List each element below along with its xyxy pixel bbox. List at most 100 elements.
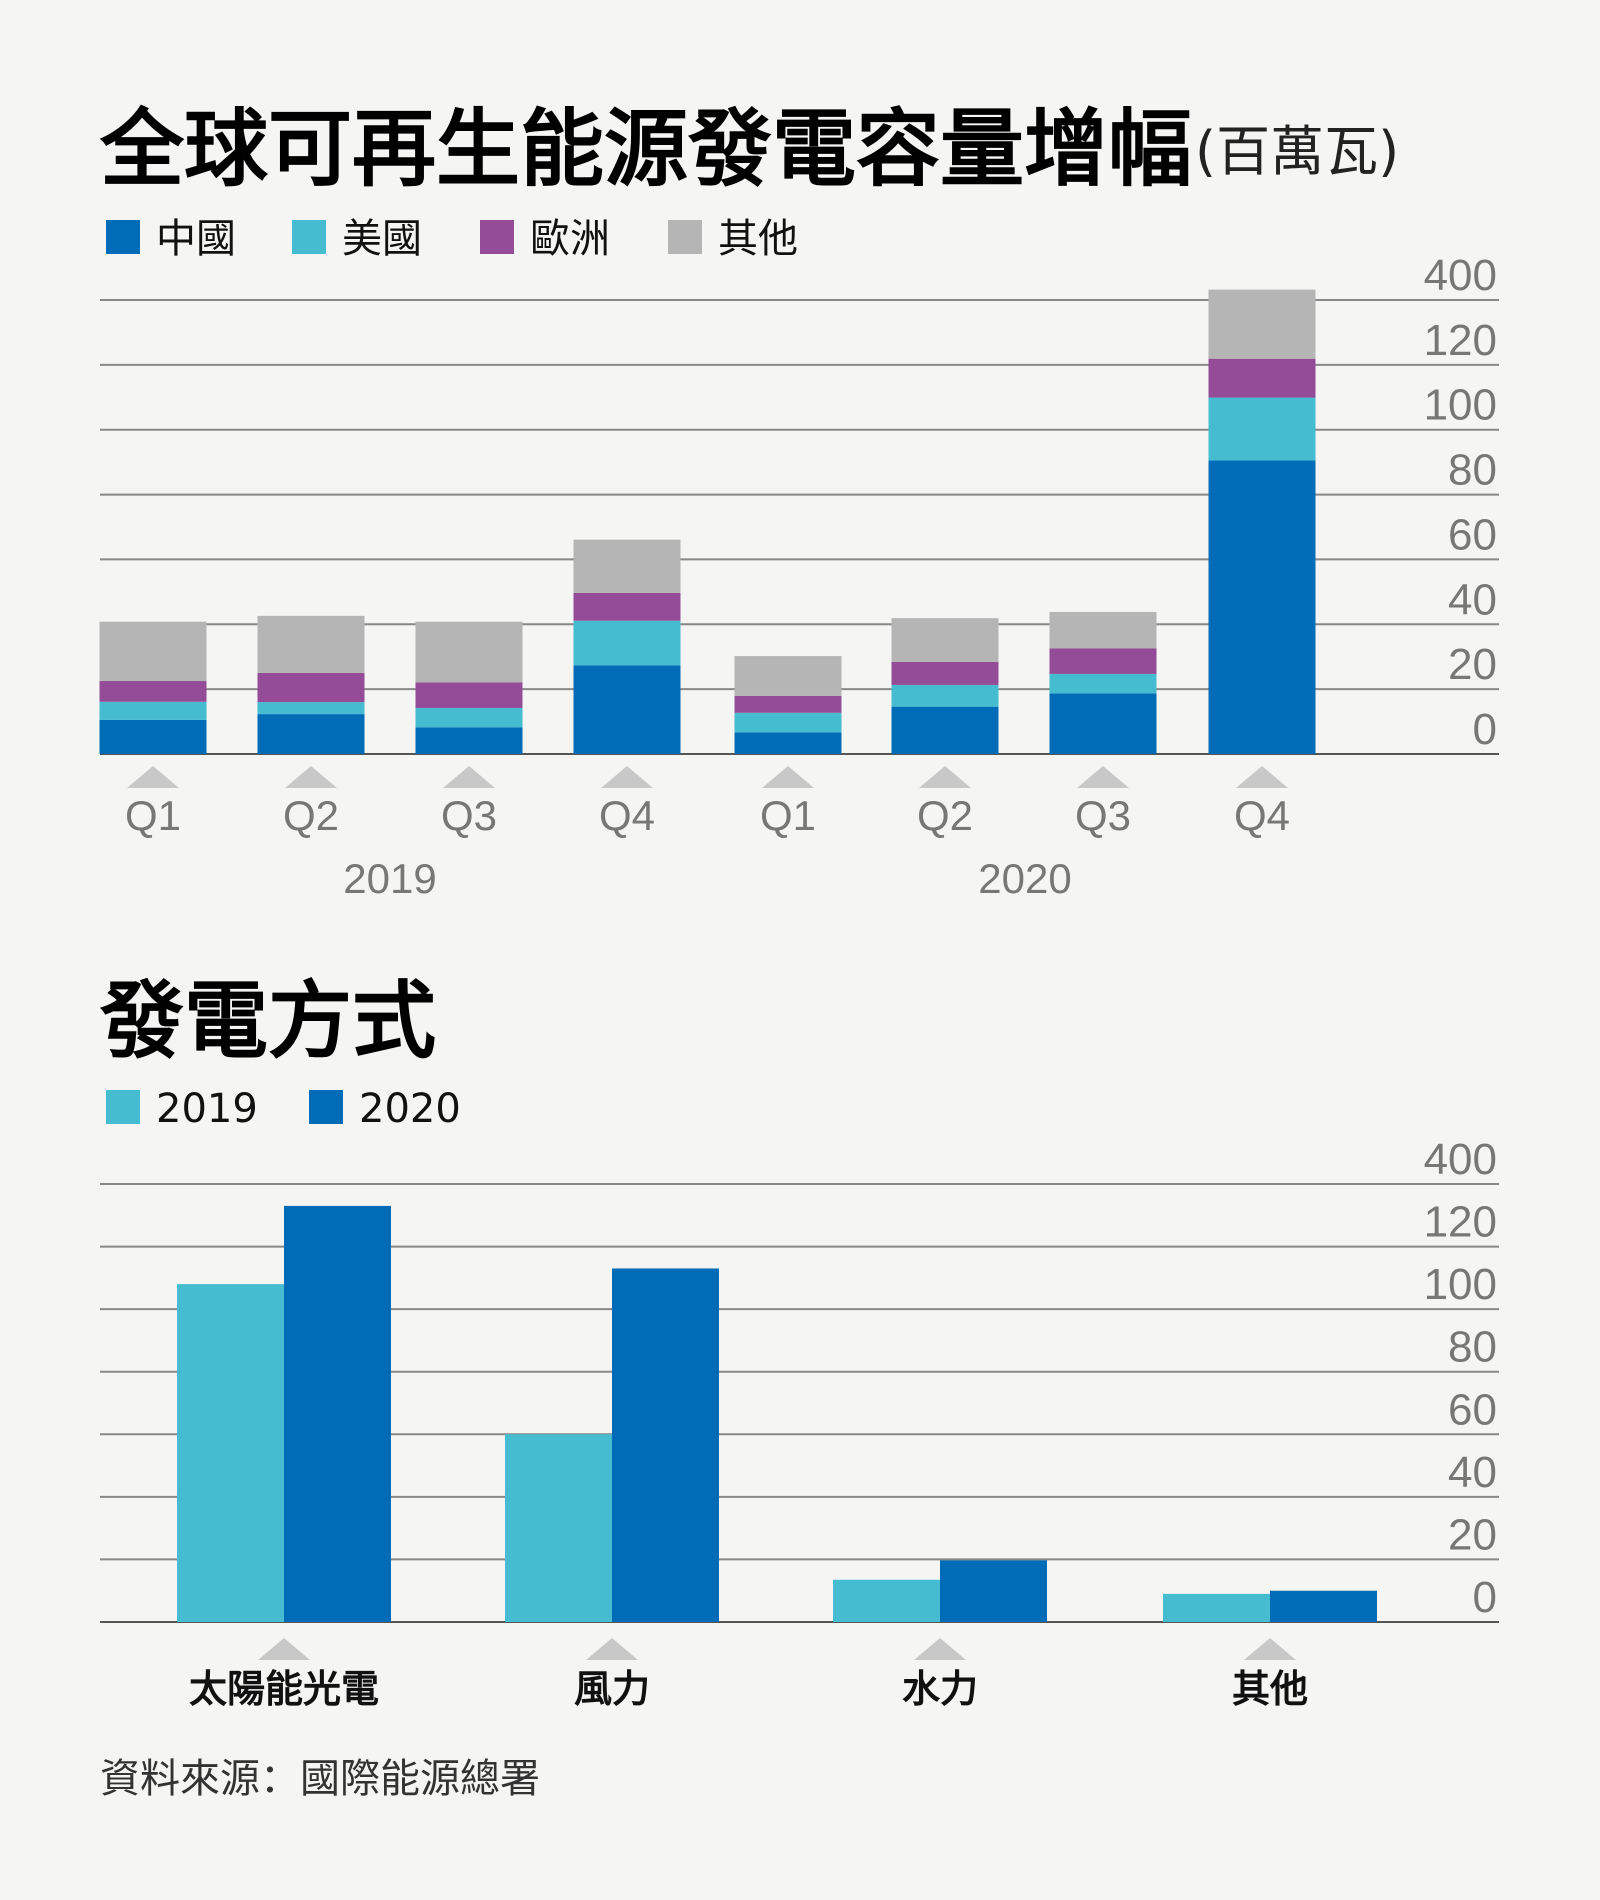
bar	[177, 1284, 284, 1622]
bar-segment	[1208, 460, 1316, 754]
bar-segment	[99, 701, 207, 720]
legend-label: 美國	[342, 216, 422, 262]
bar-segment	[891, 684, 999, 707]
bar-segment	[1049, 611, 1157, 649]
x-tick-label: Q4	[599, 792, 655, 839]
category-marker-icon	[919, 766, 971, 788]
x-tick-label: Q3	[1075, 792, 1131, 839]
category-marker-icon	[127, 766, 179, 788]
bar-segment	[257, 702, 365, 715]
bar-segment	[99, 719, 207, 754]
category-marker-icon	[586, 1638, 638, 1660]
x-tick-label: 風力	[574, 1667, 650, 1711]
legend-swatch	[309, 1090, 343, 1124]
bar-segment	[734, 695, 842, 713]
y-tick-label: 80	[1448, 1323, 1497, 1372]
legend-swatch	[668, 220, 702, 254]
bar-segment	[415, 682, 523, 708]
bar-segment	[415, 707, 523, 728]
bar	[833, 1579, 940, 1622]
bar	[1163, 1593, 1270, 1622]
legend-label: 2019	[156, 1086, 258, 1132]
category-marker-icon	[285, 766, 337, 788]
legend-label: 中國	[156, 216, 236, 262]
y-tick-label: 0	[1473, 705, 1497, 754]
chart2-title: 發電方式	[99, 972, 436, 1070]
bar-segment	[99, 621, 207, 682]
bar	[940, 1560, 1047, 1622]
bar-segment	[415, 621, 523, 683]
y-tick-label: 40	[1448, 575, 1497, 624]
y-tick-label: 60	[1448, 1385, 1497, 1434]
category-marker-icon	[1236, 766, 1288, 788]
legend-swatch	[480, 220, 514, 254]
category-marker-icon	[601, 766, 653, 788]
y-tick-label: 20	[1448, 1510, 1497, 1559]
y-tick-label: 400	[1424, 251, 1497, 300]
x-tick-label: Q3	[441, 792, 497, 839]
year-group-label: 2020	[978, 855, 1071, 902]
bar-segment	[1049, 648, 1157, 674]
x-tick-label: 其他	[1232, 1667, 1308, 1711]
year-group-label: 2019	[343, 855, 436, 902]
y-tick-label: 0	[1473, 1573, 1497, 1622]
bar-segment	[734, 732, 842, 754]
legend-label: 其他	[718, 216, 798, 262]
y-tick-label: 120	[1424, 1198, 1497, 1247]
y-tick-label: 400	[1424, 1135, 1497, 1184]
bar-segment	[891, 661, 999, 685]
source-note: 資料來源：國際能源總署	[100, 1756, 540, 1802]
bar-segment	[734, 656, 842, 696]
bar-segment	[1208, 358, 1316, 398]
x-tick-label: Q1	[760, 792, 816, 839]
bar-segment	[1208, 289, 1316, 359]
x-tick-label: Q2	[917, 792, 973, 839]
chart1-plot: 0 20 40 60 80 100 120 400 Q1 Q2 Q3 Q4 Q1 Q2 Q3 Q4 2019 20…	[99, 251, 1499, 902]
category-marker-icon	[1077, 766, 1129, 788]
category-marker-icon	[762, 766, 814, 788]
bar-segment	[1208, 397, 1316, 461]
x-tick-label: 水力	[902, 1667, 978, 1711]
bar-segment	[257, 672, 365, 703]
x-tick-label: Q4	[1234, 792, 1290, 839]
x-tick-label: 太陽能光電	[189, 1667, 379, 1711]
bar-segment	[257, 714, 365, 754]
category-marker-icon	[258, 1638, 310, 1660]
x-tick-label: Q2	[283, 792, 339, 839]
legend-label: 歐洲	[530, 216, 610, 262]
category-marker-icon	[1244, 1638, 1296, 1660]
bar-segment	[257, 615, 365, 673]
chart1-title: 全球可再生能源發電容量增幅	[99, 100, 1192, 198]
legend-swatch	[106, 220, 140, 254]
y-tick-label: 60	[1448, 510, 1497, 559]
chart1-unit: (百萬瓦)	[1195, 120, 1399, 183]
x-tick-label: Q1	[125, 792, 181, 839]
bar-segment	[1049, 673, 1157, 694]
bar-segment	[734, 712, 842, 733]
bar	[505, 1434, 612, 1622]
y-tick-label: 40	[1448, 1448, 1497, 1497]
y-tick-label: 100	[1424, 381, 1497, 430]
bar	[284, 1205, 391, 1622]
bar	[1270, 1590, 1377, 1622]
chart2-legend: 2019 2020	[106, 1086, 461, 1132]
category-marker-icon	[443, 766, 495, 788]
bar	[612, 1268, 719, 1622]
bar-segment	[415, 727, 523, 754]
bar-segment	[573, 539, 681, 593]
y-tick-label: 120	[1424, 316, 1497, 365]
bar-segment	[1049, 693, 1157, 754]
bar-segment	[891, 618, 999, 662]
bar-segment	[891, 706, 999, 754]
chart2-plot: 0 20 40 60 80 100 120 400 太陽能光電 風力 水力 其他	[100, 1135, 1499, 1711]
y-tick-label: 100	[1424, 1260, 1497, 1309]
category-marker-icon	[914, 1638, 966, 1660]
y-tick-label: 20	[1448, 640, 1497, 689]
y-tick-label: 80	[1448, 446, 1497, 495]
bar-segment	[573, 620, 681, 666]
legend-swatch	[106, 1090, 140, 1124]
bar-segment	[573, 665, 681, 754]
bar-segment	[99, 681, 207, 702]
legend-label: 2020	[359, 1086, 461, 1132]
